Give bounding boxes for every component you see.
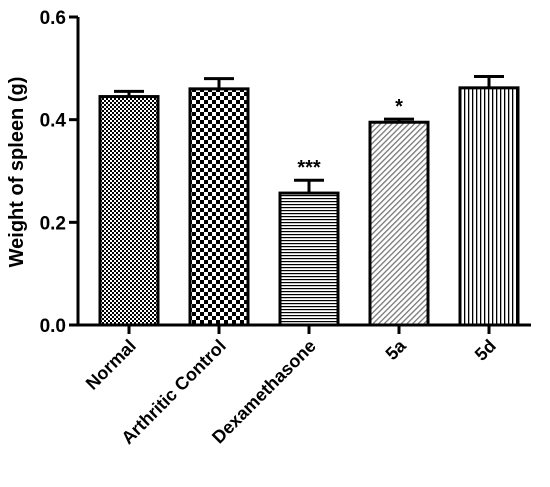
- bar-dexamethasone: [278, 191, 340, 327]
- y-axis: 0.0 0.2 0.4 0.6: [40, 8, 80, 337]
- y-tick-label: 0.2: [40, 213, 66, 234]
- y-tick-label: 0.6: [40, 8, 66, 29]
- x-tick-label: Normal: [82, 336, 140, 394]
- significance-label: ***: [297, 157, 321, 179]
- y-tick-label: 0.4: [40, 111, 67, 132]
- bar-arthritic-control: [188, 87, 250, 327]
- significance-label: *: [395, 96, 403, 118]
- bar-5d: [458, 86, 520, 327]
- bar-normal: [98, 95, 160, 327]
- x-tick-label: 5a: [382, 335, 411, 364]
- y-axis-label: Weight of spleen (g): [6, 77, 28, 268]
- bar-5a: [368, 120, 430, 327]
- bars-group: ****: [98, 75, 520, 327]
- x-tick-label: 5d: [471, 336, 500, 365]
- y-tick-label: 0.0: [40, 316, 66, 337]
